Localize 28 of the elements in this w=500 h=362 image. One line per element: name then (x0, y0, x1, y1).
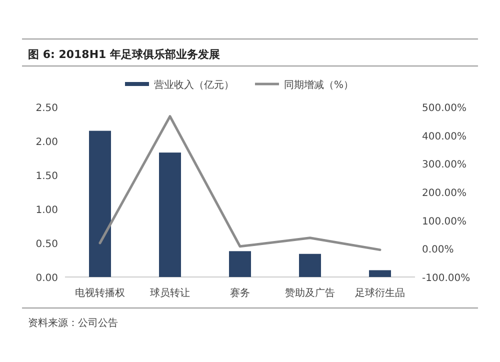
y2-tick-label: 400.00% (422, 131, 466, 142)
y2-tick-label: 300.00% (422, 160, 466, 171)
chart-title: 图 6: 2018H1 年足球俱乐部业务发展 (28, 48, 220, 61)
bar (369, 270, 391, 277)
x-tick-label: 赞助及广告 (285, 287, 335, 299)
x-tick-label: 球员转让 (150, 287, 190, 299)
x-tick-label: 赛务 (230, 287, 250, 299)
y-tick-label: 0.50 (36, 239, 58, 250)
bar (159, 152, 181, 277)
x-tick-label: 足球衍生品 (355, 287, 405, 299)
y2-tick-label: 100.00% (422, 216, 466, 228)
legend-label: 营业收入（亿元） (154, 79, 234, 91)
y2-tick-label: 0.00% (422, 244, 454, 256)
legend-label: 同期增减（%） (284, 79, 354, 91)
bar (229, 251, 251, 277)
y-tick-label: 1.50 (36, 171, 58, 182)
line-series (98, 115, 382, 252)
y-tick-label: 2.50 (36, 103, 58, 114)
y2-tick-label: -100.00% (422, 273, 470, 284)
x-tick-label: 电视转播权 (75, 287, 125, 299)
y-tick-label: 1.00 (36, 205, 58, 216)
y2-tick-label: 200.00% (422, 188, 466, 199)
bar (299, 254, 321, 277)
y-tick-label: 2.00 (36, 137, 58, 148)
y2-tick-label: 500.00% (422, 103, 466, 114)
bar (89, 130, 111, 277)
text: 资料来源：公司公告 (28, 317, 118, 329)
y-tick-label: 0.00 (36, 273, 58, 284)
